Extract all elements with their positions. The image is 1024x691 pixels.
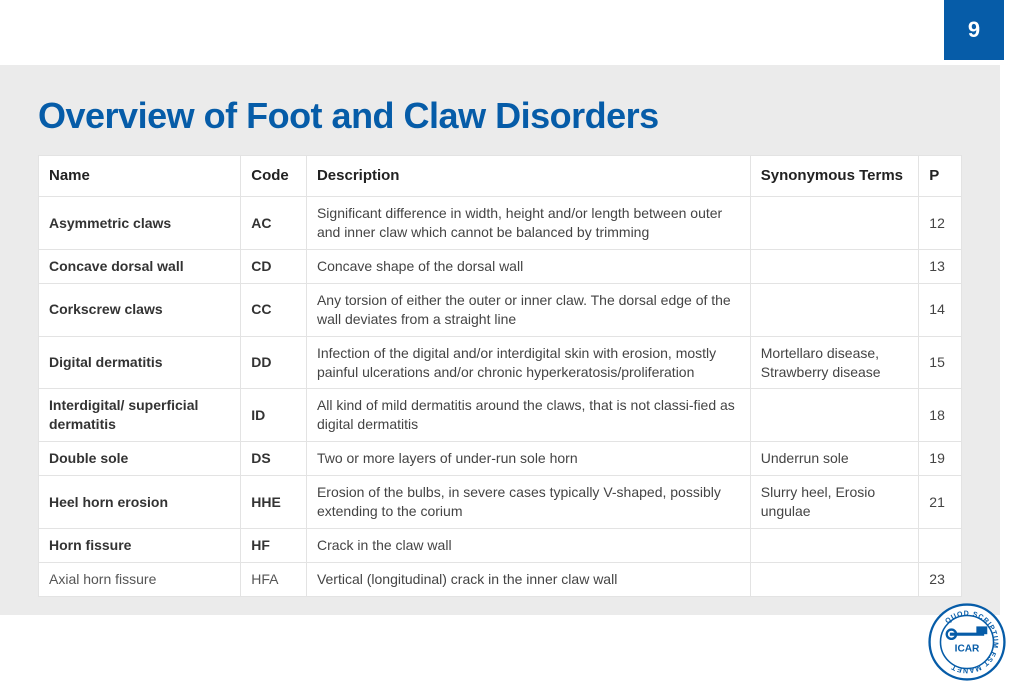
cell-name: Interdigital/ superficial dermatitis: [39, 389, 241, 442]
cell-code: ID: [241, 389, 307, 442]
cell-page: 19: [919, 442, 962, 476]
cell-description: Two or more layers of under-run sole hor…: [306, 442, 750, 476]
cell-synonymous: [750, 197, 919, 250]
disorders-table: Name Code Description Synonymous Terms P…: [38, 155, 962, 597]
cell-page: 21: [919, 476, 962, 529]
cell-synonymous: [750, 250, 919, 284]
cell-page: 14: [919, 283, 962, 336]
cell-page: 23: [919, 562, 962, 596]
content-panel: Overview of Foot and Claw Disorders Name…: [0, 65, 1000, 615]
col-p: P: [919, 156, 962, 197]
cell-name: Double sole: [39, 442, 241, 476]
cell-code: CC: [241, 283, 307, 336]
cell-synonymous: Underrun sole: [750, 442, 919, 476]
table-row: Axial horn fissureHFAVertical (longitudi…: [39, 562, 962, 596]
cell-description: Any torsion of either the outer or inner…: [306, 283, 750, 336]
table-row: Concave dorsal wallCDConcave shape of th…: [39, 250, 962, 284]
cell-code: HHE: [241, 476, 307, 529]
cell-code: DD: [241, 336, 307, 389]
table-row: Asymmetric clawsACSignificant difference…: [39, 197, 962, 250]
cell-page: 13: [919, 250, 962, 284]
cell-code: DS: [241, 442, 307, 476]
table-row: Digital dermatitisDDInfection of the dig…: [39, 336, 962, 389]
cell-name: Corkscrew claws: [39, 283, 241, 336]
cell-code: HFA: [241, 562, 307, 596]
table-row: Interdigital/ superficial dermatitisIDAl…: [39, 389, 962, 442]
cell-page: [919, 528, 962, 562]
cell-description: Concave shape of the dorsal wall: [306, 250, 750, 284]
cell-name: Horn fissure: [39, 528, 241, 562]
cell-description: All kind of mild dermatitis around the c…: [306, 389, 750, 442]
cell-synonymous: Slurry heel, Erosio ungulae: [750, 476, 919, 529]
cell-name: Heel horn erosion: [39, 476, 241, 529]
table-row: Double soleDSTwo or more layers of under…: [39, 442, 962, 476]
cell-synonymous: [750, 389, 919, 442]
cell-code: HF: [241, 528, 307, 562]
cell-synonymous: [750, 528, 919, 562]
cell-name: Concave dorsal wall: [39, 250, 241, 284]
cell-code: CD: [241, 250, 307, 284]
cell-description: Erosion of the bulbs, in severe cases ty…: [306, 476, 750, 529]
cell-synonymous: Mortellaro disease, Strawberry disease: [750, 336, 919, 389]
cell-name: Asymmetric claws: [39, 197, 241, 250]
table-row: Horn fissureHFCrack in the claw wall: [39, 528, 962, 562]
cell-description: Significant difference in width, height …: [306, 197, 750, 250]
cell-page: 12: [919, 197, 962, 250]
cell-code: AC: [241, 197, 307, 250]
cell-name: Digital dermatitis: [39, 336, 241, 389]
cell-name: Axial horn fissure: [39, 562, 241, 596]
col-code: Code: [241, 156, 307, 197]
cell-synonymous: [750, 562, 919, 596]
seal-center-text: ICAR: [955, 643, 980, 654]
page-title: Overview of Foot and Claw Disorders: [38, 95, 962, 137]
cell-page: 15: [919, 336, 962, 389]
page-number-badge: 9: [944, 0, 1004, 60]
col-desc: Description: [306, 156, 750, 197]
cell-description: Vertical (longitudinal) crack in the inn…: [306, 562, 750, 596]
table-row: Heel horn erosionHHEErosion of the bulbs…: [39, 476, 962, 529]
col-syn: Synonymous Terms: [750, 156, 919, 197]
cell-description: Infection of the digital and/or interdig…: [306, 336, 750, 389]
table-row: Corkscrew clawsCCAny torsion of either t…: [39, 283, 962, 336]
cell-description: Crack in the claw wall: [306, 528, 750, 562]
icar-seal-logo: QUOD SCRIPTUM EST MANET ICAR: [928, 603, 1006, 681]
cell-page: 18: [919, 389, 962, 442]
col-name: Name: [39, 156, 241, 197]
table-header-row: Name Code Description Synonymous Terms P: [39, 156, 962, 197]
cell-synonymous: [750, 283, 919, 336]
